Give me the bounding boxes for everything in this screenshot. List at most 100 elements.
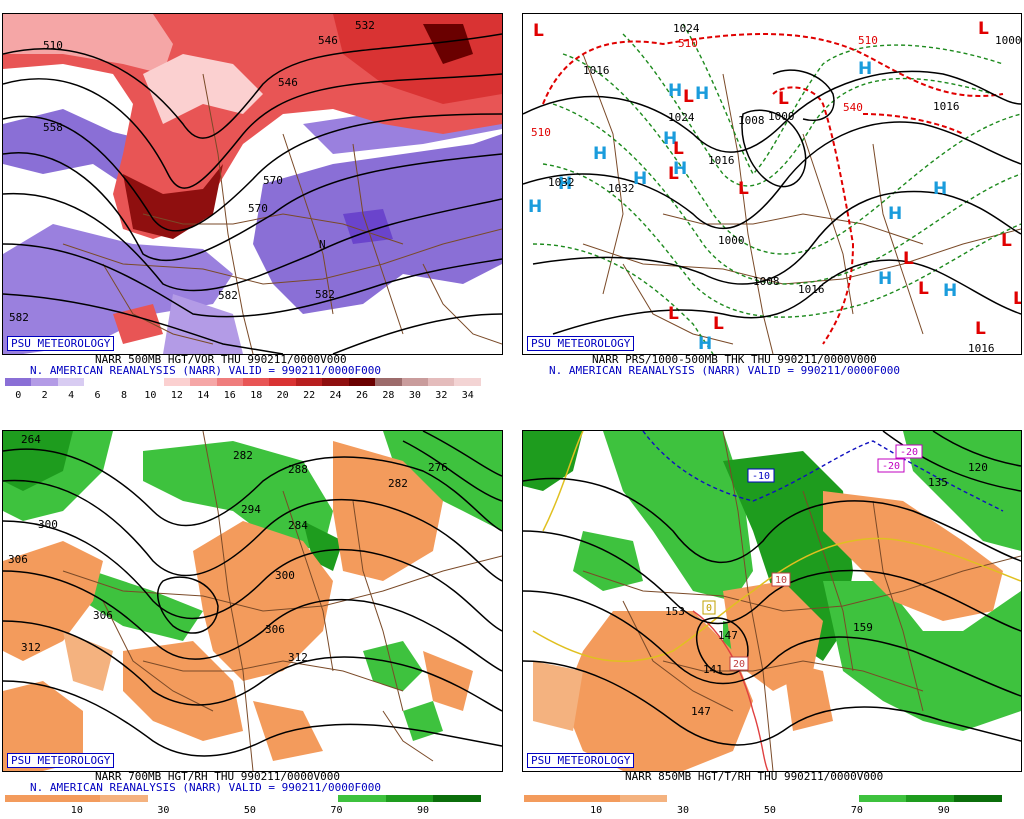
svg-text:532: 532 <box>355 19 375 32</box>
svg-text:141: 141 <box>703 663 723 676</box>
colorbar-tick-label: 50 <box>243 805 256 816</box>
svg-text:L: L <box>533 21 544 41</box>
colorbar-tick-label: 30 <box>677 805 690 816</box>
psu-meteorology-logo: PSU METEOROLOGY <box>527 753 635 768</box>
psu-meteorology-logo: PSU METEOROLOGY <box>7 336 115 351</box>
svg-text:10: 10 <box>775 575 787 586</box>
colorbar-swatch <box>269 378 296 386</box>
svg-text:284: 284 <box>288 519 308 532</box>
svg-text:153: 153 <box>665 605 685 618</box>
colorbar-tick-label: 10 <box>70 805 83 816</box>
svg-text:306: 306 <box>8 553 28 566</box>
colorbar-swatch <box>338 795 386 802</box>
panel-caption-valid: N. AMERICAN REANALYSIS (NARR) VALID = 99… <box>549 364 900 377</box>
svg-text:1032: 1032 <box>608 182 635 195</box>
panel-caption-valid: N. AMERICAN REANALYSIS (NARR) VALID = 99… <box>30 364 381 377</box>
svg-text:294: 294 <box>241 503 261 516</box>
svg-text:540: 540 <box>843 101 863 114</box>
svg-text:306: 306 <box>265 623 285 636</box>
svg-text:282: 282 <box>388 477 408 490</box>
svg-text:582: 582 <box>315 288 335 301</box>
colorbar-tick-label: 26 <box>355 390 369 401</box>
colorbar-tick-label: 90 <box>416 805 430 816</box>
colorbar-swatch <box>5 795 53 802</box>
panel-caption-product: NARR PRS/1000-500MB THK THU 990211/0000V… <box>592 353 877 366</box>
svg-text:L: L <box>1013 289 1021 309</box>
colorbar-tick-label: 20 <box>276 390 289 401</box>
svg-text:312: 312 <box>288 651 308 664</box>
colorbar-tick-label: 0 <box>15 390 22 401</box>
colorbar-tick-label: 70 <box>850 805 863 816</box>
colorbar-swatch <box>216 378 243 386</box>
svg-text:1008: 1008 <box>753 275 780 288</box>
svg-text:570: 570 <box>263 174 283 187</box>
svg-text:H: H <box>668 81 682 101</box>
svg-text:L: L <box>975 319 986 339</box>
rh700-colorbar <box>5 795 481 802</box>
svg-text:H: H <box>858 59 872 79</box>
colorbar-tick-label: 12 <box>170 390 183 401</box>
svg-text:H: H <box>593 144 607 164</box>
svg-text:1016: 1016 <box>933 100 960 113</box>
colorbar-swatch <box>322 378 349 386</box>
colorbar-swatch <box>715 795 763 802</box>
svg-text:L: L <box>1001 231 1012 251</box>
colorbar-swatch <box>137 378 164 386</box>
colorbar-swatch <box>619 795 668 802</box>
svg-text:546: 546 <box>318 34 338 47</box>
colorbar-swatch <box>31 378 58 386</box>
colorbar-tick-label: 10 <box>144 390 157 401</box>
svg-text:1016: 1016 <box>798 283 825 296</box>
svg-text:N: N <box>319 238 326 251</box>
svg-text:1024: 1024 <box>673 22 700 35</box>
svg-text:L: L <box>668 304 679 324</box>
panel-850mb-temp-rh: -10 -20 -20 10 20 0 120 135 153 141 147 … <box>512 410 1024 819</box>
svg-text:300: 300 <box>38 518 58 531</box>
svg-text:0: 0 <box>706 603 712 614</box>
colorbar-swatch <box>57 378 85 386</box>
rh700-colorbar-ticks: 10 30 50 70 90 <box>5 805 481 817</box>
colorbar-swatch <box>295 378 323 386</box>
colorbar-swatch <box>100 795 148 802</box>
svg-text:1016: 1016 <box>708 154 735 167</box>
colorbar-swatch <box>667 795 716 802</box>
panel-caption-product: NARR 500MB HGT/VOR THU 990211/0000V000 <box>95 353 347 366</box>
svg-text:H: H <box>695 84 709 104</box>
colorbar-tick-label: 30 <box>408 390 421 401</box>
colorbar-tick-label: 4 <box>68 390 75 401</box>
colorbar-swatch <box>810 795 859 802</box>
svg-text:546: 546 <box>278 76 298 89</box>
vorticity-map: 532 510 546 558 570 570 582 582 582 546 … <box>2 13 503 355</box>
svg-text:H: H <box>878 269 892 289</box>
svg-text:1000: 1000 <box>995 34 1021 47</box>
colorbar-tick-label: 6 <box>94 390 101 401</box>
colorbar-tick-label: 10 <box>590 805 603 816</box>
colorbar-swatch <box>454 378 481 386</box>
svg-text:L: L <box>713 314 724 334</box>
psu-meteorology-logo: PSU METEOROLOGY <box>7 753 115 768</box>
vorticity-colorbar <box>5 378 481 386</box>
colorbar-tick-label: 28 <box>382 390 395 401</box>
colorbar-tick-label: 2 <box>41 390 48 401</box>
svg-text:H: H <box>633 169 647 189</box>
panel-caption-product: NARR 700MB HGT/RH THU 990211/0000V000 <box>95 770 341 783</box>
colorbar-swatch <box>290 795 339 802</box>
t850-map-graphic: -10 -20 -20 10 20 0 120 135 153 141 147 … <box>523 431 1021 771</box>
pressure-thickness-map: H H H H H H H H H H H H H H L L L L <box>522 13 1022 355</box>
colorbar-swatch <box>571 795 620 802</box>
svg-text:H: H <box>933 179 947 199</box>
colorbar-tick-label: 16 <box>223 390 236 401</box>
svg-text:L: L <box>918 279 929 299</box>
svg-text:H: H <box>558 174 572 194</box>
colorbar-swatch <box>348 378 376 386</box>
svg-text:120: 120 <box>968 461 988 474</box>
colorbar-tick-label: 30 <box>157 805 170 816</box>
svg-text:1000: 1000 <box>768 110 795 123</box>
colorbar-swatch <box>52 795 101 802</box>
svg-text:-20: -20 <box>882 461 900 472</box>
svg-text:H: H <box>888 204 902 224</box>
svg-text:159: 159 <box>853 621 873 634</box>
svg-text:L: L <box>668 164 679 184</box>
svg-text:H: H <box>663 129 677 149</box>
colorbar-swatch <box>242 378 270 386</box>
